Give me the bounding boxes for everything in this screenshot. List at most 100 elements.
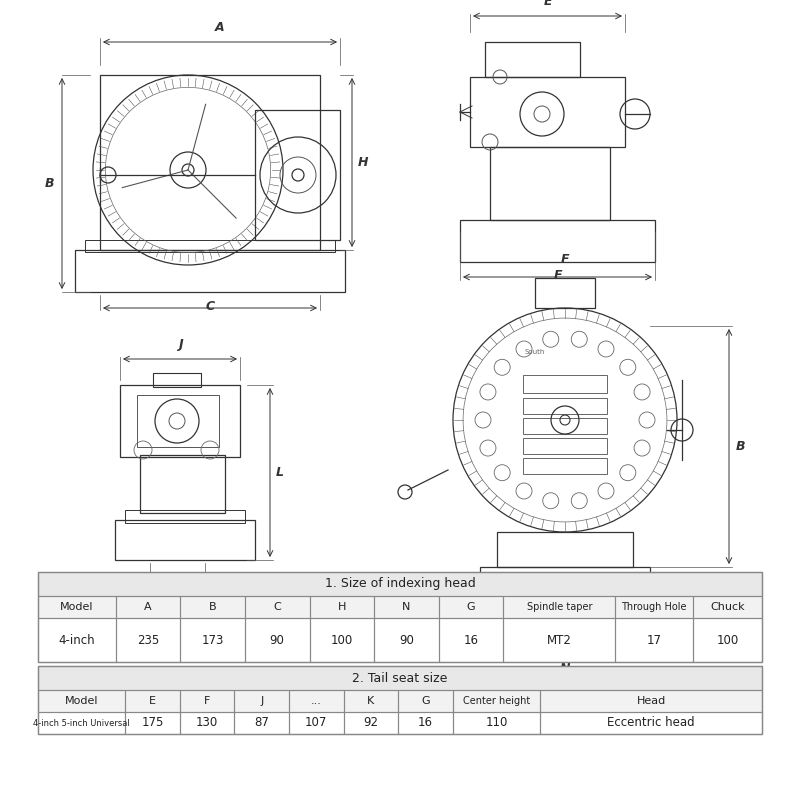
Text: 100: 100 [330,634,353,646]
Text: G: G [560,639,570,652]
Bar [180,712,234,734]
Bar [38,572,762,596]
Bar [38,572,762,662]
Bar [38,690,126,712]
Bar [310,618,374,662]
Bar [438,618,503,662]
Bar [180,690,234,712]
Bar [120,385,240,457]
Bar [125,510,245,523]
Text: Spindle taper: Spindle taper [526,602,592,612]
Bar [38,712,126,734]
Bar [115,618,180,662]
Bar [503,618,615,662]
Bar [245,596,310,618]
Bar [523,398,607,414]
Bar [140,455,225,513]
Bar [310,618,374,662]
Bar [344,712,398,734]
Bar [438,596,503,618]
Bar [180,596,245,618]
Bar [126,712,180,734]
Bar [485,42,580,77]
Bar [540,712,762,734]
Bar [85,240,335,252]
Text: 107: 107 [305,717,327,730]
Text: Head: Head [637,696,666,706]
Bar [126,712,180,734]
Text: 4-inch: 4-inch [58,634,95,646]
Bar [374,618,438,662]
Bar [115,618,180,662]
Bar [398,712,453,734]
Bar [497,532,633,567]
Bar [38,712,126,734]
Text: E: E [149,696,156,706]
Text: 2. Tail seat size: 2. Tail seat size [352,671,448,685]
Text: 16: 16 [418,717,433,730]
Bar [38,690,126,712]
Bar [38,618,115,662]
Bar [75,250,345,292]
Text: F: F [554,269,562,282]
Text: Through Hole: Through Hole [622,602,687,612]
Text: F: F [561,253,570,266]
Bar [245,618,310,662]
Text: South: South [525,349,545,355]
Text: 235: 235 [137,634,159,646]
Bar [310,596,374,618]
Bar [453,690,540,712]
Bar [438,596,503,618]
Bar [438,618,503,662]
Bar [535,278,595,308]
Bar [523,418,607,434]
Bar [503,618,615,662]
Text: Model: Model [65,696,98,706]
Bar [453,690,540,712]
Text: ...: ... [311,696,322,706]
Bar [540,712,762,734]
Bar [153,373,201,387]
Bar [344,712,398,734]
Bar [374,596,438,618]
Bar [245,596,310,618]
Text: 90: 90 [399,634,414,646]
Bar [38,596,115,618]
Text: 90: 90 [270,634,285,646]
Text: 17: 17 [646,634,662,646]
Text: F: F [204,696,210,706]
Bar [234,690,289,712]
Text: H: H [338,602,346,612]
Bar [615,618,693,662]
Bar [615,596,693,618]
Bar [255,110,340,240]
Bar [344,690,398,712]
Bar [245,618,310,662]
Bar [180,712,234,734]
Bar [100,75,320,250]
Text: N: N [560,662,570,675]
Bar [540,690,762,712]
Bar [693,618,762,662]
Bar [453,712,540,734]
Text: N: N [402,602,410,612]
Text: G: G [421,696,430,706]
Bar [470,77,625,147]
Bar [289,712,344,734]
Bar [453,712,540,734]
Text: Center height: Center height [462,696,530,706]
Bar [180,618,245,662]
Bar [398,690,453,712]
Bar [398,690,453,712]
Bar [38,666,762,690]
Text: G: G [466,602,475,612]
Bar [234,712,289,734]
Bar [289,712,344,734]
Text: G: G [172,571,182,584]
Bar [115,520,255,560]
Bar [38,666,762,734]
Bar [38,596,115,618]
Bar [310,596,374,618]
Text: E: E [543,0,552,8]
Bar [374,596,438,618]
